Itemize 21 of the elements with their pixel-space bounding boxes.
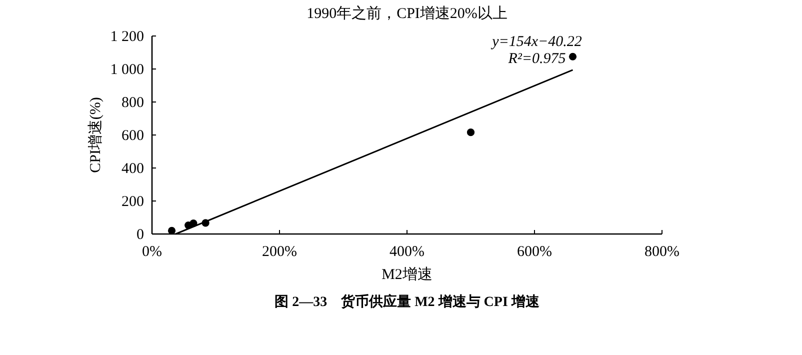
chart-title: 1990年之前，CPI增速20%以上 xyxy=(306,5,508,22)
x-tick-label: 800% xyxy=(644,244,680,260)
y-tick-label: 1 200 xyxy=(110,29,144,45)
x-axis-title: M2增速 xyxy=(382,266,432,283)
y-tick-label: 600 xyxy=(122,128,144,144)
point xyxy=(466,128,475,136)
point xyxy=(568,52,577,60)
y-tick-label: 800 xyxy=(122,95,144,111)
y-tick-label: 0 xyxy=(136,227,144,243)
y-axis-title: CPI增速(%) xyxy=(87,97,104,173)
point xyxy=(168,226,176,234)
caption: 图 2—33 货币供应量 M2 增速与 CPI 增速 xyxy=(274,293,540,310)
x-tick-label: 400% xyxy=(390,244,424,260)
y-tick-label: 1 000 xyxy=(110,62,144,78)
x-tick-label: 200% xyxy=(262,244,297,260)
y-tick-label: 400 xyxy=(122,161,144,177)
y-tick-label: 200 xyxy=(122,194,144,210)
annotation: y=154x−40.22 xyxy=(490,34,582,50)
annotation: R²=0.975 xyxy=(507,51,566,67)
x-tick-label: 600% xyxy=(517,244,552,260)
x-tick-label: 0% xyxy=(142,244,162,260)
